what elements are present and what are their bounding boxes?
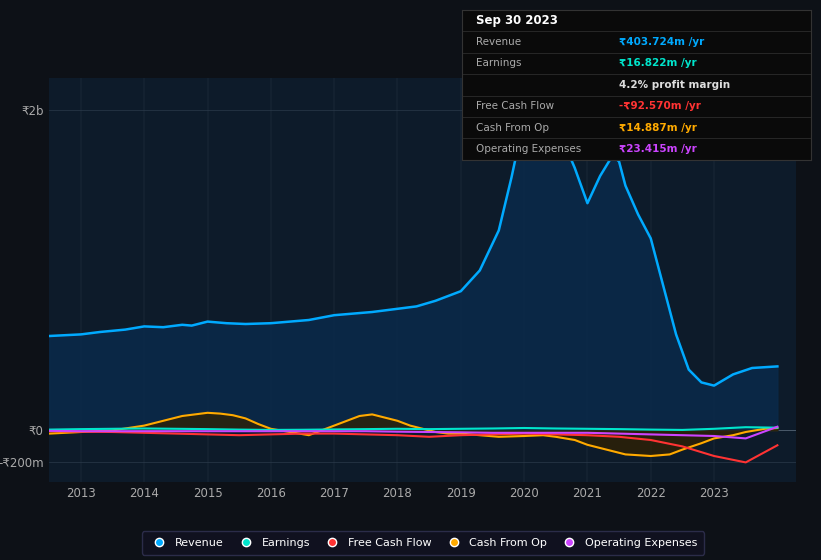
Text: -₹92.570m /yr: -₹92.570m /yr	[619, 101, 701, 111]
Text: ₹14.887m /yr: ₹14.887m /yr	[619, 123, 697, 133]
Text: Cash From Op: Cash From Op	[476, 123, 549, 133]
Text: Earnings: Earnings	[476, 58, 521, 68]
Text: Sep 30 2023: Sep 30 2023	[476, 14, 558, 27]
Text: ₹23.415m /yr: ₹23.415m /yr	[619, 144, 697, 154]
Text: Free Cash Flow: Free Cash Flow	[476, 101, 554, 111]
Text: 4.2% profit margin: 4.2% profit margin	[619, 80, 731, 90]
Text: Operating Expenses: Operating Expenses	[476, 144, 581, 154]
Legend: Revenue, Earnings, Free Cash Flow, Cash From Op, Operating Expenses: Revenue, Earnings, Free Cash Flow, Cash …	[142, 531, 704, 554]
Text: Revenue: Revenue	[476, 37, 521, 47]
Text: ₹16.822m /yr: ₹16.822m /yr	[619, 58, 697, 68]
Text: ₹403.724m /yr: ₹403.724m /yr	[619, 37, 704, 47]
